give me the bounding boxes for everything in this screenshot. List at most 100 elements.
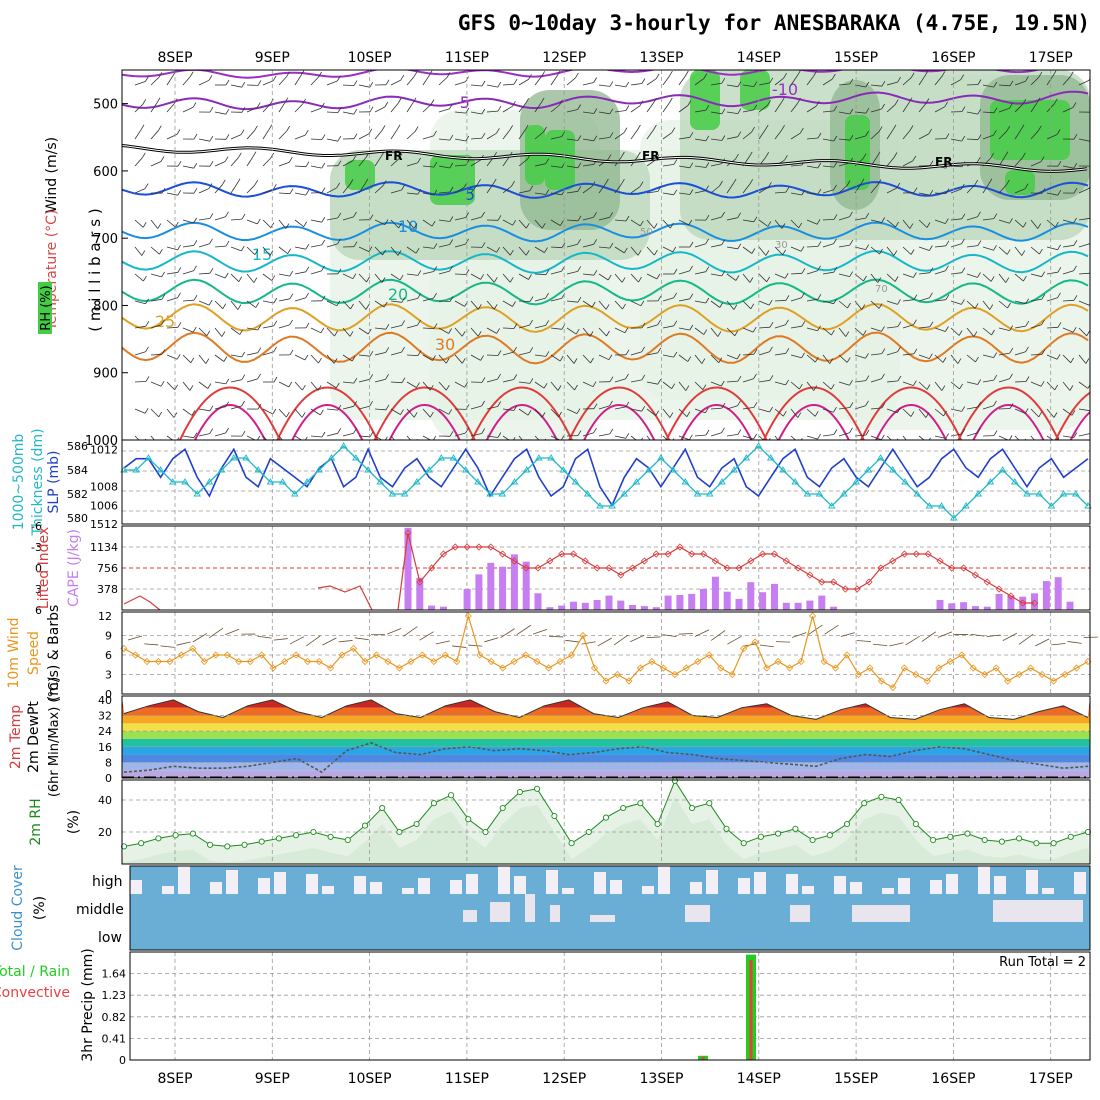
wind-barb-flag	[785, 319, 789, 326]
wind-barb-flag	[753, 81, 758, 87]
wind-barb-flag	[705, 162, 710, 168]
thickness-marker	[1023, 490, 1031, 497]
wind10m-barb	[840, 632, 855, 637]
lifted-index-tick-label: -3	[31, 541, 42, 554]
wind-barb	[1078, 138, 1090, 142]
wind-barb-flag	[241, 81, 246, 88]
wind-barb	[886, 408, 898, 414]
wind-barb	[342, 354, 353, 362]
precip-panel-bg	[130, 952, 1090, 1060]
wind10m-speed-marker	[613, 670, 622, 679]
wind-barb-flag	[413, 71, 418, 77]
rh2m-marker	[499, 804, 506, 812]
wind-barb	[150, 246, 160, 255]
wind-barb-flag	[833, 406, 837, 413]
wind-barb-flag	[609, 428, 614, 435]
wind-barb-flag	[1022, 152, 1026, 159]
wind-barb-flag	[973, 331, 978, 337]
wind-barb	[838, 83, 850, 86]
wind-barb-flag	[593, 403, 598, 409]
wind10m-speed-path	[123, 613, 1089, 689]
wind-barb-flag	[865, 429, 870, 436]
wind-barb-flag	[477, 304, 482, 310]
wind-barb-flag	[383, 301, 388, 308]
wind-barb	[262, 435, 268, 440]
wind-barb-flag	[158, 411, 163, 418]
wind-barb-flag	[461, 331, 466, 337]
wind-barb-flag	[225, 401, 230, 407]
wind-barb	[1030, 408, 1039, 418]
wind-barb-flag	[177, 292, 181, 299]
wind-barb	[918, 408, 927, 418]
wind-barb	[278, 273, 290, 277]
temp-band	[122, 731, 1090, 739]
wind10m-tick-label: 12	[98, 610, 112, 623]
wind-barb	[534, 131, 544, 140]
wind-barb-flag	[913, 348, 918, 355]
wind-barb	[566, 109, 578, 113]
wind-barb	[1030, 246, 1040, 255]
wind-barb-flag	[797, 412, 802, 418]
wind-barb	[838, 111, 850, 115]
wind-barb	[758, 408, 770, 413]
wind-barb	[502, 408, 514, 411]
wind-barb	[422, 165, 434, 168]
cape-bar	[664, 595, 672, 610]
cape-bar	[711, 576, 719, 610]
wind-barb-flag	[273, 320, 278, 327]
wind-barb-flag	[337, 238, 341, 245]
wind-barb	[646, 191, 658, 194]
wind-barb-flag	[238, 276, 243, 282]
wind-barb	[230, 327, 241, 335]
rh2m-marker	[1067, 833, 1074, 840]
wind-barb-flag	[897, 375, 902, 382]
wind-barb	[662, 325, 674, 329]
wind-barb-flag	[272, 408, 277, 415]
wind-barb	[150, 161, 162, 167]
wind-barb-flag	[929, 353, 933, 359]
wind-barb-flag	[1055, 221, 1059, 228]
rh2m-marker	[155, 835, 162, 842]
wind-barb	[1062, 107, 1074, 113]
wind-barb	[1062, 219, 1074, 224]
wind-barb-flag	[609, 242, 614, 249]
wind-barb-flag	[253, 277, 258, 283]
wind-barb-flag	[957, 358, 962, 364]
wind-barb	[614, 219, 627, 222]
wind-barb-flag	[993, 374, 998, 381]
wind-barb-flag	[241, 430, 246, 437]
wind-barb	[822, 408, 834, 413]
wind-barb-flag	[849, 108, 854, 115]
rh-contour-label: 70	[875, 284, 888, 295]
wind-barb	[422, 435, 432, 440]
rh2m-marker	[878, 793, 885, 800]
wind-barb-flag	[767, 99, 771, 106]
wind-barb-flag	[833, 298, 838, 304]
date-label-top: 9SEP	[255, 50, 290, 66]
rh2m-marker	[344, 836, 351, 844]
wind-barb-flag	[544, 247, 548, 253]
wind-barb-flag	[768, 437, 771, 440]
rh2m-marker	[654, 820, 661, 828]
wind-barb-flag	[481, 242, 486, 248]
date-label-bottom: 12SEP	[542, 1071, 586, 1087]
rh2m-marker	[740, 840, 747, 847]
wind-barb-flag	[255, 302, 260, 308]
wind-barb-flag	[993, 400, 997, 407]
wind-barb	[166, 219, 176, 228]
wind-barb-flag	[893, 250, 898, 256]
wind-barb-flag	[737, 212, 742, 218]
wind-barb	[950, 272, 962, 275]
thickness-marker	[596, 502, 604, 509]
wind-barb-flag	[785, 379, 789, 386]
thickness-marker	[230, 454, 238, 461]
isotherm-40	[1069, 410, 1090, 440]
thickness-marker	[620, 490, 629, 497]
wind-barb	[614, 110, 626, 113]
wind-barb	[742, 219, 754, 223]
wind-barb	[390, 158, 400, 167]
wind-barb	[758, 246, 767, 256]
wind-barb-flag	[481, 108, 486, 115]
